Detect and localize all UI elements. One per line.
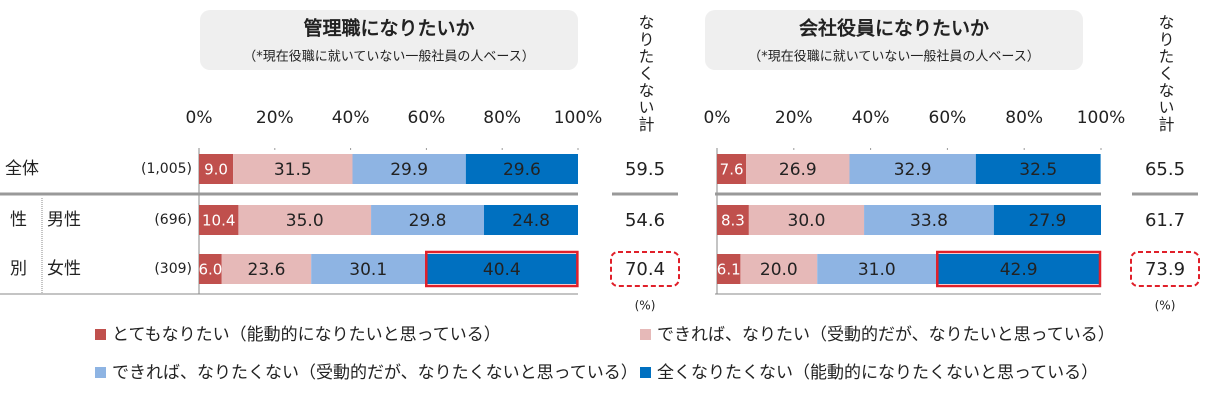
bar-segment — [817, 254, 937, 284]
value-label: 7.6 — [720, 161, 744, 179]
category-label: 全体 — [5, 159, 39, 179]
bar-segment — [352, 154, 466, 184]
highlight-box — [1130, 251, 1200, 287]
value-label: 33.8 — [910, 211, 948, 231]
value-label: 27.9 — [1029, 211, 1067, 231]
value-label: 23.6 — [248, 260, 286, 280]
sample-size: (696) — [154, 212, 192, 228]
bar-segment — [746, 154, 850, 184]
chart-subtitle: （*現在役職に就いていない一般社員の人ベース） — [243, 49, 534, 65]
sample-size: (309) — [154, 261, 192, 277]
total-value: 65.5 — [1145, 159, 1185, 180]
legend-swatch — [95, 329, 106, 340]
value-label: 30.1 — [349, 260, 387, 280]
x-tick-label: 0% — [704, 108, 731, 128]
value-label: 29.8 — [409, 211, 447, 231]
bar-segment — [311, 254, 426, 284]
value-label: 24.8 — [512, 211, 550, 231]
bar-segment — [717, 205, 749, 235]
value-label: 10.4 — [202, 212, 235, 230]
legend-swatch — [95, 367, 106, 378]
legend-label: 全くなりたくない（能動的になりたくないと思っている） — [657, 363, 1098, 383]
bar-segment — [717, 254, 741, 284]
value-label: 40.4 — [483, 260, 521, 280]
x-tick-label: 60% — [929, 108, 967, 128]
bar-segment — [233, 154, 353, 184]
value-label: 20.0 — [760, 260, 798, 280]
bar-segment — [425, 254, 579, 284]
x-tick-label: 100% — [554, 108, 603, 128]
total-unit: (%) — [635, 299, 656, 313]
x-tick-label: 40% — [852, 108, 890, 128]
x-tick-label: 60% — [408, 108, 446, 128]
bar-segment — [740, 254, 818, 284]
bar-segment — [975, 154, 1101, 184]
chart-title: 管理職になりたいか — [303, 17, 474, 40]
bar-segment — [199, 205, 239, 235]
legend-swatch — [640, 367, 651, 378]
x-tick-label: 20% — [775, 108, 813, 128]
value-label: 32.9 — [894, 160, 932, 180]
sample-size: (1,005) — [141, 161, 192, 177]
value-label: 9.0 — [204, 161, 228, 179]
chart-subtitle: （*現在役職に就いていない一般社員の人ベース） — [748, 49, 1039, 65]
bar-segment — [849, 154, 976, 184]
total-value: 54.6 — [625, 210, 665, 231]
legend-swatch — [640, 329, 651, 340]
x-tick-label: 0% — [186, 108, 213, 128]
bar-segment — [238, 205, 372, 235]
legend-label: できれば、なりたい（受動的だが、なりたいと思っている） — [657, 325, 1115, 345]
category-label: 女性 — [47, 259, 81, 279]
value-label: 32.5 — [1019, 160, 1057, 180]
value-label: 30.0 — [788, 211, 826, 231]
bar-segment — [465, 154, 578, 184]
value-label: 8.3 — [721, 212, 745, 230]
bar-segment — [864, 205, 994, 235]
value-label: 42.9 — [1000, 260, 1038, 280]
value-label: 6.1 — [717, 261, 741, 279]
x-tick-label: 40% — [332, 108, 370, 128]
bar-segment — [717, 154, 747, 184]
highlight-box — [936, 250, 1102, 288]
chart-title: 会社役員になりたいか — [799, 17, 989, 40]
total-value: 70.4 — [625, 259, 665, 280]
bar-segment — [993, 205, 1101, 235]
legend-label: できれば、なりたくない（受動的だが、なりたくないと思っている） — [112, 363, 638, 383]
legend-label: とてもなりたい（能動的になりたいと思っている） — [112, 325, 501, 345]
bar-segment — [484, 205, 578, 235]
group-label: 別 — [10, 259, 27, 279]
category-label: 男性 — [47, 210, 81, 230]
total-value: 59.5 — [625, 159, 665, 180]
total-value: 73.9 — [1145, 259, 1185, 280]
value-label: 31.5 — [274, 160, 312, 180]
total-header: なりたくない計 — [1156, 14, 1175, 133]
value-label: 29.9 — [390, 160, 428, 180]
value-label: 6.0 — [198, 261, 222, 279]
bar-segment — [371, 205, 485, 235]
value-label: 31.0 — [858, 260, 896, 280]
bar-segment — [199, 154, 234, 184]
title-box — [200, 10, 578, 70]
value-label: 35.0 — [286, 211, 324, 231]
bar-segment — [221, 254, 312, 284]
x-tick-label: 80% — [483, 108, 521, 128]
total-value: 61.7 — [1145, 210, 1185, 231]
title-box — [705, 10, 1083, 70]
value-label: 29.6 — [503, 160, 541, 180]
x-tick-label: 100% — [1077, 108, 1126, 128]
highlight-box — [425, 250, 579, 288]
x-tick-label: 80% — [1005, 108, 1043, 128]
bar-segment — [199, 254, 222, 284]
total-unit: (%) — [1155, 299, 1176, 313]
total-header: なりたくない計 — [636, 14, 655, 133]
x-tick-label: 20% — [256, 108, 294, 128]
bar-segment — [936, 254, 1101, 284]
highlight-box — [610, 251, 680, 287]
group-label: 性 — [10, 210, 27, 230]
value-label: 26.9 — [779, 160, 817, 180]
bar-segment — [748, 205, 865, 235]
